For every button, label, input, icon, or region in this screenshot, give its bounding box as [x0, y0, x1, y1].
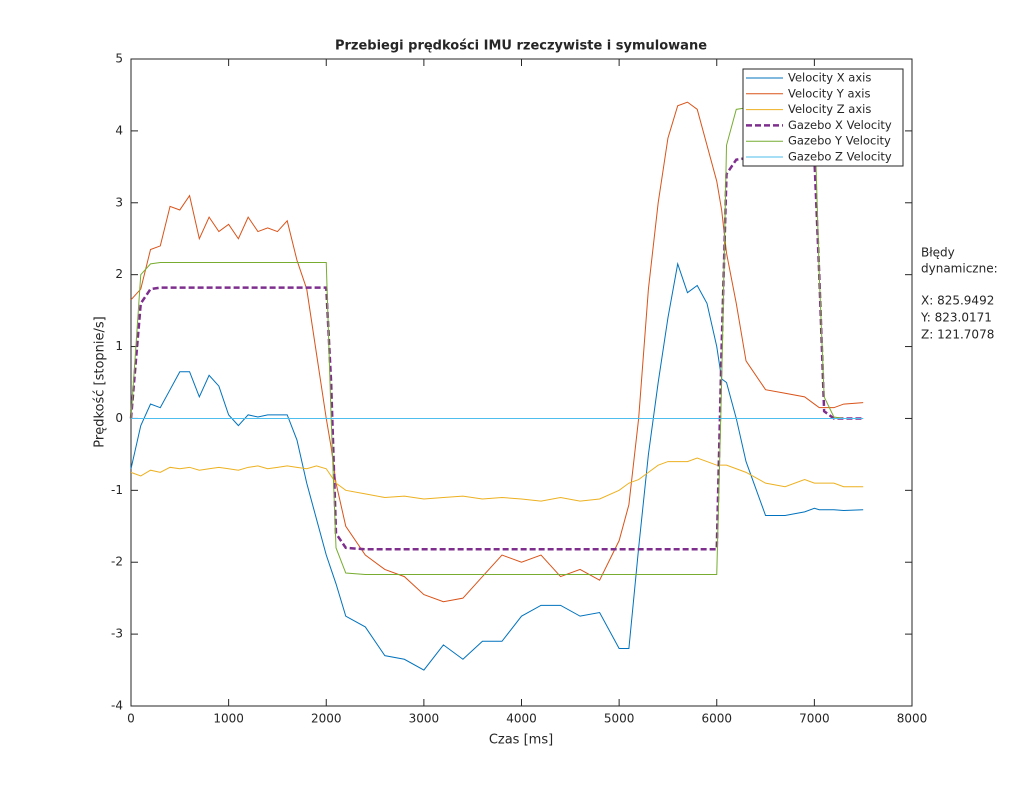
x-tick-label: 5000 [604, 712, 635, 726]
y-tick-label: 1 [115, 339, 123, 353]
x-tick-label: 6000 [701, 712, 732, 726]
annotation: Z: 121.7078 [921, 328, 994, 342]
x-tick-label: 0 [127, 712, 135, 726]
plot-area [130, 58, 913, 707]
y-tick-label: 3 [115, 195, 123, 209]
series-line [130, 107, 864, 575]
y-tick-label: -3 [111, 627, 123, 641]
annotation: Y: 823.0171 [920, 311, 992, 325]
x-tick-label: 8000 [897, 712, 928, 726]
annotation: Błędy [921, 246, 955, 260]
x-tick-label: 2000 [311, 712, 342, 726]
series-line [129, 156, 864, 551]
x-tick-label: 4000 [506, 712, 537, 726]
annotation: X: 825.9492 [921, 294, 994, 308]
x-axis-label: Czas [ms] [489, 733, 553, 748]
legend-label: Gazebo X Velocity [788, 118, 892, 132]
legend-label: Velocity Z axis [788, 102, 871, 116]
x-tick-label: 7000 [799, 712, 830, 726]
legend-label: Gazebo Z Velocity [788, 150, 892, 164]
chart-title: Przebiegi prędkości IMU rzeczywiste i sy… [335, 39, 707, 54]
legend-label: Velocity X axis [788, 71, 871, 85]
x-tick-label: 1000 [213, 712, 244, 726]
y-tick-label: 4 [115, 123, 123, 137]
series-line [130, 101, 864, 603]
y-tick-label: -2 [111, 555, 123, 569]
annotation: dynamiczne: [921, 262, 998, 276]
y-tick-label: 0 [115, 411, 123, 425]
y-axis-label: Prędkość [stopnie/s] [93, 316, 108, 448]
y-tick-label: -4 [111, 699, 123, 713]
y-tick-label: -1 [111, 483, 123, 497]
series-line [130, 457, 864, 502]
legend-label: Velocity Y axis [788, 86, 871, 100]
legend-box [742, 68, 904, 167]
y-tick-label: 5 [115, 52, 123, 66]
y-tick-label: 2 [115, 267, 123, 281]
legend-label: Gazebo Y Velocity [788, 134, 891, 148]
x-tick-label: 3000 [409, 712, 440, 726]
